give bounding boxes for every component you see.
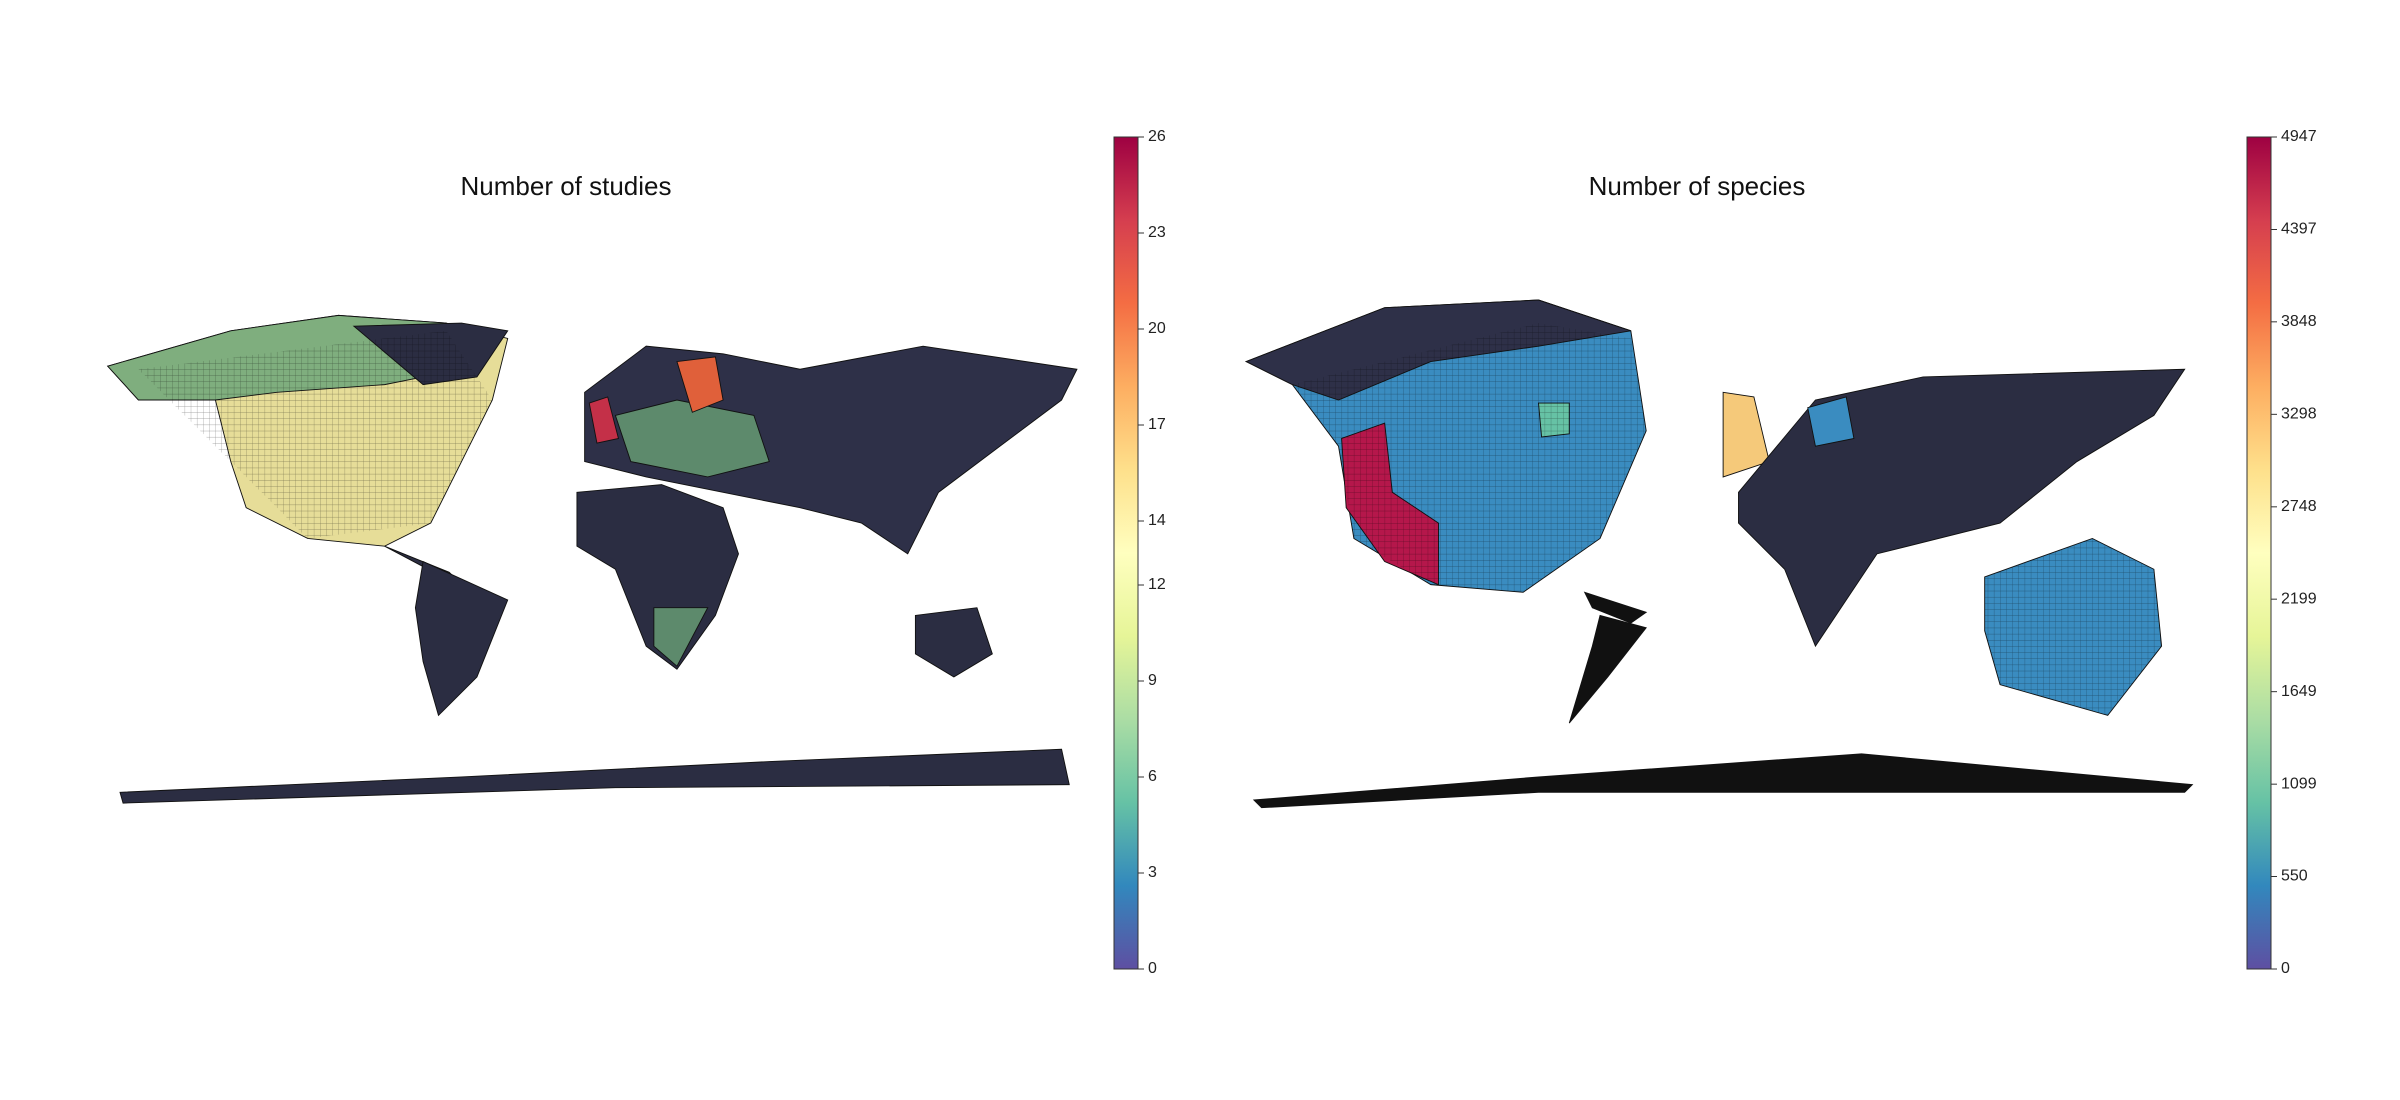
colorbar [2246, 136, 2272, 970]
studies-map [106, 314, 1078, 804]
colorbar-tick-label: 14 [1148, 512, 1166, 529]
colorbar-tick-label: 17 [1148, 416, 1166, 433]
colorbar-tick-label: 6 [1148, 768, 1157, 785]
europe [614, 399, 770, 478]
colorbar-tick-label: 3298 [2281, 406, 2317, 423]
colorbar-tick-label: 20 [1148, 320, 1166, 337]
colorbar-tick-label: 12 [1148, 576, 1166, 593]
colorbar-tick-label: 0 [2281, 960, 2290, 977]
south-america [1568, 614, 1647, 724]
colorbar-tick-label: 23 [1148, 224, 1166, 241]
grid-overlay [138, 330, 493, 539]
colorbar-tick-label: 4397 [2281, 221, 2317, 238]
colorbar-tick-label: 0 [1148, 960, 1157, 977]
central-america [1583, 591, 1648, 624]
scandinavia [1807, 396, 1855, 447]
species-map [1245, 299, 2194, 809]
maps [106, 299, 2194, 809]
colorbar-tick-label: 550 [2281, 868, 2308, 885]
colorbar-tick-label: 9 [1148, 672, 1157, 689]
colorbar-tick-label: 3848 [2281, 313, 2317, 330]
map-title: Number of studies [461, 171, 672, 201]
africa-south [653, 607, 709, 667]
colorbar-tick-label: 2748 [2281, 498, 2317, 515]
colorbar [1113, 136, 1139, 970]
scandinavia [676, 356, 724, 413]
colorbar-tick-label: 1649 [2281, 683, 2317, 700]
colorbar-tick-label: 4947 [2281, 128, 2317, 145]
antarctica [119, 748, 1070, 804]
australia [914, 607, 993, 678]
colorbar-tick-label: 3 [1148, 864, 1157, 881]
south-america [414, 560, 509, 717]
colorbar-tick-label: 2199 [2281, 590, 2317, 607]
colorbar-tick-label: 26 [1148, 128, 1166, 145]
colorbar-tick-label: 1099 [2281, 775, 2317, 792]
grid-overlay [1292, 323, 2162, 716]
antarctica [1252, 753, 2194, 809]
map-title: Number of species [1589, 171, 1806, 201]
uk [588, 396, 620, 444]
